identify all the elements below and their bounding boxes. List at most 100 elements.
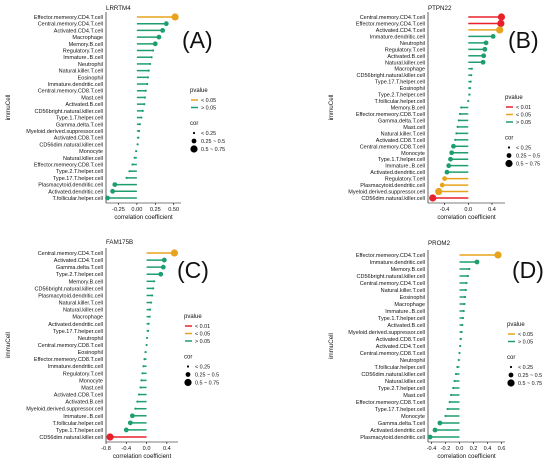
category-label: Type.17.T.helper.cell bbox=[53, 176, 103, 182]
category-label: Eosinophil bbox=[400, 86, 425, 92]
category-label: Memory.B.cell bbox=[69, 279, 103, 285]
lollipop-dot bbox=[140, 379, 143, 382]
legend-cor-dot bbox=[191, 138, 197, 144]
legend-pvalue-label: > 0.05 bbox=[195, 339, 210, 345]
lollipop-dot bbox=[105, 195, 110, 201]
lollipop-dot bbox=[458, 351, 461, 355]
category-label: Gamma.delta.T.cell bbox=[378, 421, 425, 427]
lollipop-dot bbox=[456, 365, 459, 369]
legend-cor-dot bbox=[505, 159, 513, 168]
category-label: Regulatory.T.cell bbox=[385, 177, 425, 183]
category-label: Monocyte bbox=[401, 414, 425, 420]
legend-cor-label: 0.25 ~ 0.5 bbox=[518, 373, 542, 379]
legend-pvalue-title: pvalue bbox=[507, 322, 525, 328]
chart-panel-a: LRRTM4 (A) immuCell -0.25 0.00 0.25 0.50correl… bbox=[5, 5, 225, 221]
lollipop-dot bbox=[147, 69, 150, 72]
category-label: Macrophage bbox=[72, 315, 103, 321]
category-label: Activated.CD4.T.cell bbox=[376, 28, 425, 34]
legend-cor-label: < 0.25 bbox=[195, 365, 210, 371]
lollipop-dot bbox=[112, 182, 118, 187]
lollipop-dot bbox=[439, 182, 445, 188]
category-label: Mast.cell bbox=[81, 95, 103, 101]
category-label: Activated.dendritic.cell bbox=[48, 322, 103, 328]
legend-cor-title: cor bbox=[507, 355, 515, 361]
lollipop-dot bbox=[455, 132, 458, 135]
lollipop-dot bbox=[429, 194, 437, 202]
category-label: Gamma.delta.T.cell bbox=[56, 122, 103, 128]
legend-cor-dot bbox=[185, 372, 191, 377]
lollipop-dot bbox=[170, 249, 179, 257]
lollipop-dot bbox=[452, 386, 455, 390]
lollipop-dot bbox=[171, 13, 179, 21]
lollipop-dot bbox=[127, 420, 133, 426]
category-label: Immature.dendritic.cell bbox=[48, 364, 103, 370]
lollipop-dot bbox=[467, 99, 470, 103]
lollipop-dot bbox=[135, 149, 138, 153]
category-label: CD56dim.natural.killer.cell bbox=[361, 372, 425, 378]
lollipop-dot bbox=[470, 67, 473, 70]
lollipop-dot bbox=[146, 329, 150, 332]
category-label: Type.1.T.helper.cell bbox=[56, 428, 103, 434]
category-label: Plasmacytoid.dendritic.cell bbox=[360, 183, 425, 189]
category-label: Regulatory.T.cell bbox=[63, 49, 103, 55]
category-label: CD56bright.natural.killer.cell bbox=[35, 109, 103, 115]
category-label: Myeloid.derived.suppressor.cell bbox=[26, 129, 103, 135]
category-label: Macrophage bbox=[394, 302, 425, 308]
category-label: CD56dim.natural.killer.cell bbox=[39, 435, 103, 441]
lollipop-dot bbox=[458, 112, 462, 116]
legend-cor-label: 0.25 ~ 0.5 bbox=[201, 139, 225, 145]
lollipop-dot bbox=[460, 330, 463, 334]
category-label: Myeloid.derived.suppressor.cell bbox=[348, 330, 425, 336]
legend-pvalue-label: > 0.05 bbox=[518, 340, 533, 346]
legend-cor-title: cor bbox=[184, 355, 192, 361]
y-axis-title: immuCell bbox=[328, 95, 335, 121]
x-axis-title: correlation coefficient bbox=[437, 453, 496, 458]
lollipop-dot bbox=[144, 89, 147, 92]
lollipop-dot bbox=[474, 259, 480, 265]
lollipop-dot bbox=[150, 301, 153, 304]
category-label: Activated.dendritic.cell bbox=[48, 189, 103, 195]
lollipop-dot bbox=[156, 34, 162, 40]
category-label: Immature.dendritic.cell bbox=[370, 34, 425, 40]
category-label: Neutrophil bbox=[400, 358, 425, 364]
lollipop-dot bbox=[427, 434, 433, 440]
lollipop-dot bbox=[497, 13, 506, 21]
lollipop-dot bbox=[123, 427, 129, 433]
category-label: Regulatory.T.cell bbox=[385, 47, 425, 53]
x-tick-label: -0.2 bbox=[441, 446, 451, 452]
category-label: Effector.memeory.CD4.T.cell bbox=[34, 15, 103, 21]
lollipop-dot bbox=[480, 59, 486, 65]
legend-pvalue-label: < 0.01 bbox=[195, 324, 210, 330]
legend-pvalue-label: < 0.05 bbox=[516, 113, 531, 119]
x-tick-label: -0.25 bbox=[112, 207, 125, 213]
lollipop-dot bbox=[456, 125, 459, 128]
lollipop-dot bbox=[160, 28, 166, 33]
category-label: Plasmacytoid.dendritic.cell bbox=[360, 435, 425, 441]
legend-cor-dot bbox=[507, 146, 511, 149]
category-label: Type.17.T.helper.cell bbox=[375, 407, 425, 413]
lollipop-dot bbox=[151, 294, 154, 297]
x-tick-label: 0.0 bbox=[143, 446, 151, 452]
legend-cor-label: < 0.25 bbox=[518, 365, 533, 371]
legend-cor-label: < 0.25 bbox=[201, 131, 216, 137]
lollipop-dot bbox=[444, 414, 447, 418]
category-label: Natural.killer.T.cell bbox=[59, 301, 103, 307]
category-label: Activated.B.cell bbox=[387, 54, 425, 60]
lollipop-dot bbox=[143, 358, 146, 361]
category-label: Natural.killer.T.cell bbox=[381, 288, 425, 294]
category-label: Activated.B.cell bbox=[387, 323, 425, 329]
category-label: Central.memory.CD8.T.cell bbox=[360, 144, 425, 150]
category-label: Immature.dendritic.cell bbox=[48, 82, 103, 88]
category-label: Type.1.T.helper.cell bbox=[56, 116, 103, 122]
category-label: Eosinophil bbox=[78, 75, 103, 81]
category-label: Central.memory.CD4.T.cell bbox=[38, 22, 103, 28]
legend-cor-dot bbox=[192, 131, 196, 135]
lollipop-dot bbox=[481, 53, 487, 59]
lollipop-dot bbox=[141, 109, 144, 112]
legend-pvalue-label: > 0.05 bbox=[201, 106, 216, 112]
lollipop-dot bbox=[136, 400, 139, 403]
category-label: CD56bright.natural.killer.cell bbox=[357, 73, 425, 79]
lollipop-dot bbox=[435, 187, 443, 196]
category-label: Central.memory.CD4.T.cell bbox=[360, 15, 425, 21]
legend-cor-dot bbox=[509, 365, 513, 369]
